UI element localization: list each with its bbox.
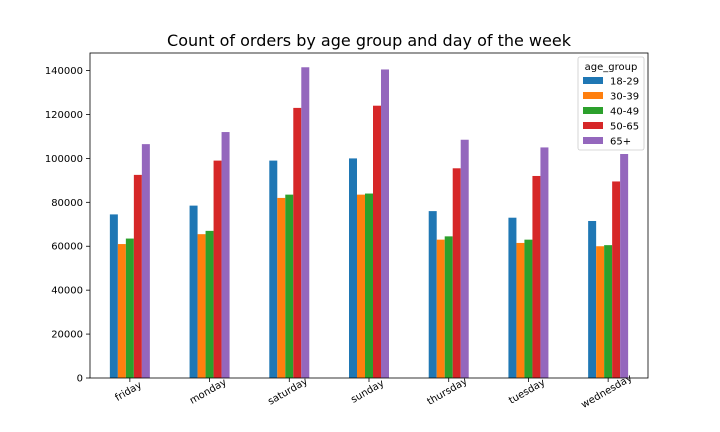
bar-tuesday-18-29 (508, 217, 517, 378)
y-tick-label: 80000 (51, 198, 83, 209)
x-tick-label: thursday (426, 376, 470, 408)
legend-swatch-65+ (583, 137, 603, 144)
y-tick-label: 120000 (45, 110, 83, 121)
bar-thursday-50-65 (452, 168, 461, 378)
y-tick-label: 20000 (51, 330, 83, 341)
bar-friday-50-65 (133, 174, 142, 379)
bar-saturday-30-39 (277, 197, 286, 378)
bar-thursday-18-29 (428, 211, 437, 378)
bar-sunday-50-65 (373, 105, 381, 378)
x-tick-label: wednesday (580, 373, 635, 411)
y-tick-label: 140000 (45, 66, 83, 77)
y-tick-label: 0 (77, 374, 83, 385)
bar-wednesday-18-29 (588, 220, 597, 378)
bar-saturday-40-49 (285, 194, 294, 378)
bar-friday-18-29 (109, 214, 118, 378)
x-tick-label: monday (188, 377, 229, 407)
chart-title: Count of orders by age group and day of … (167, 31, 572, 50)
bar-thursday-30-39 (436, 239, 445, 378)
bars-layer (109, 67, 629, 379)
bar-friday-30-39 (117, 244, 126, 378)
legend-label: 18-29 (610, 77, 639, 88)
x-tick-label: sunday (349, 378, 386, 406)
legend-swatch-30-39 (583, 92, 603, 99)
bar-wednesday-30-39 (596, 246, 605, 378)
bar-wednesday-65+ (620, 154, 629, 378)
y-axis: 0 20000 40000 60000 80000 100000 120000 140000 (45, 66, 90, 385)
bar-sunday-65+ (381, 69, 389, 378)
legend-label: 30-39 (610, 92, 639, 103)
bar-sunday-18-29 (349, 158, 357, 378)
legend-swatch-18-29 (583, 77, 603, 84)
bar-saturday-18-29 (269, 160, 278, 378)
bar-friday-40-49 (125, 238, 134, 378)
x-tick-label: saturday (266, 376, 310, 408)
bar-tuesday-50-65 (532, 175, 541, 378)
y-tick-label: 100000 (45, 154, 83, 165)
legend-label: 65+ (610, 137, 631, 148)
bar-monday-30-39 (197, 234, 206, 378)
bar-monday-40-49 (205, 230, 214, 378)
bar-sunday-30-39 (357, 194, 365, 378)
legend-swatch-50-65 (583, 122, 603, 129)
legend-label: 40-49 (610, 107, 639, 118)
bar-thursday-65+ (460, 139, 469, 378)
bar-wednesday-40-49 (604, 245, 613, 378)
bar-thursday-40-49 (444, 236, 453, 378)
legend-title: age_group (585, 62, 638, 73)
bar-sunday-40-49 (365, 193, 373, 378)
bar-saturday-50-65 (293, 107, 302, 379)
bar-wednesday-50-65 (612, 181, 621, 378)
legend-swatch-40-49 (583, 107, 603, 114)
bar-friday-65+ (141, 144, 150, 378)
x-axis: friday monday saturday sunday thursday tuesda… (113, 373, 634, 411)
x-tick-label: friday (113, 380, 144, 404)
legend: age_group 18-29 30-39 40-49 50-65 65+ (577, 56, 645, 151)
bar-tuesday-40-49 (524, 239, 533, 378)
legend-label: 50-65 (610, 122, 639, 133)
bar-saturday-65+ (301, 67, 310, 379)
bar-monday-65+ (221, 132, 230, 378)
y-tick-label: 40000 (51, 286, 83, 297)
bar-monday-50-65 (213, 160, 222, 378)
bar-monday-18-29 (189, 205, 198, 378)
y-tick-label: 60000 (51, 242, 83, 253)
x-tick-label: tuesday (507, 377, 547, 407)
bar-tuesday-65+ (540, 147, 549, 378)
bar-tuesday-30-39 (516, 242, 525, 378)
